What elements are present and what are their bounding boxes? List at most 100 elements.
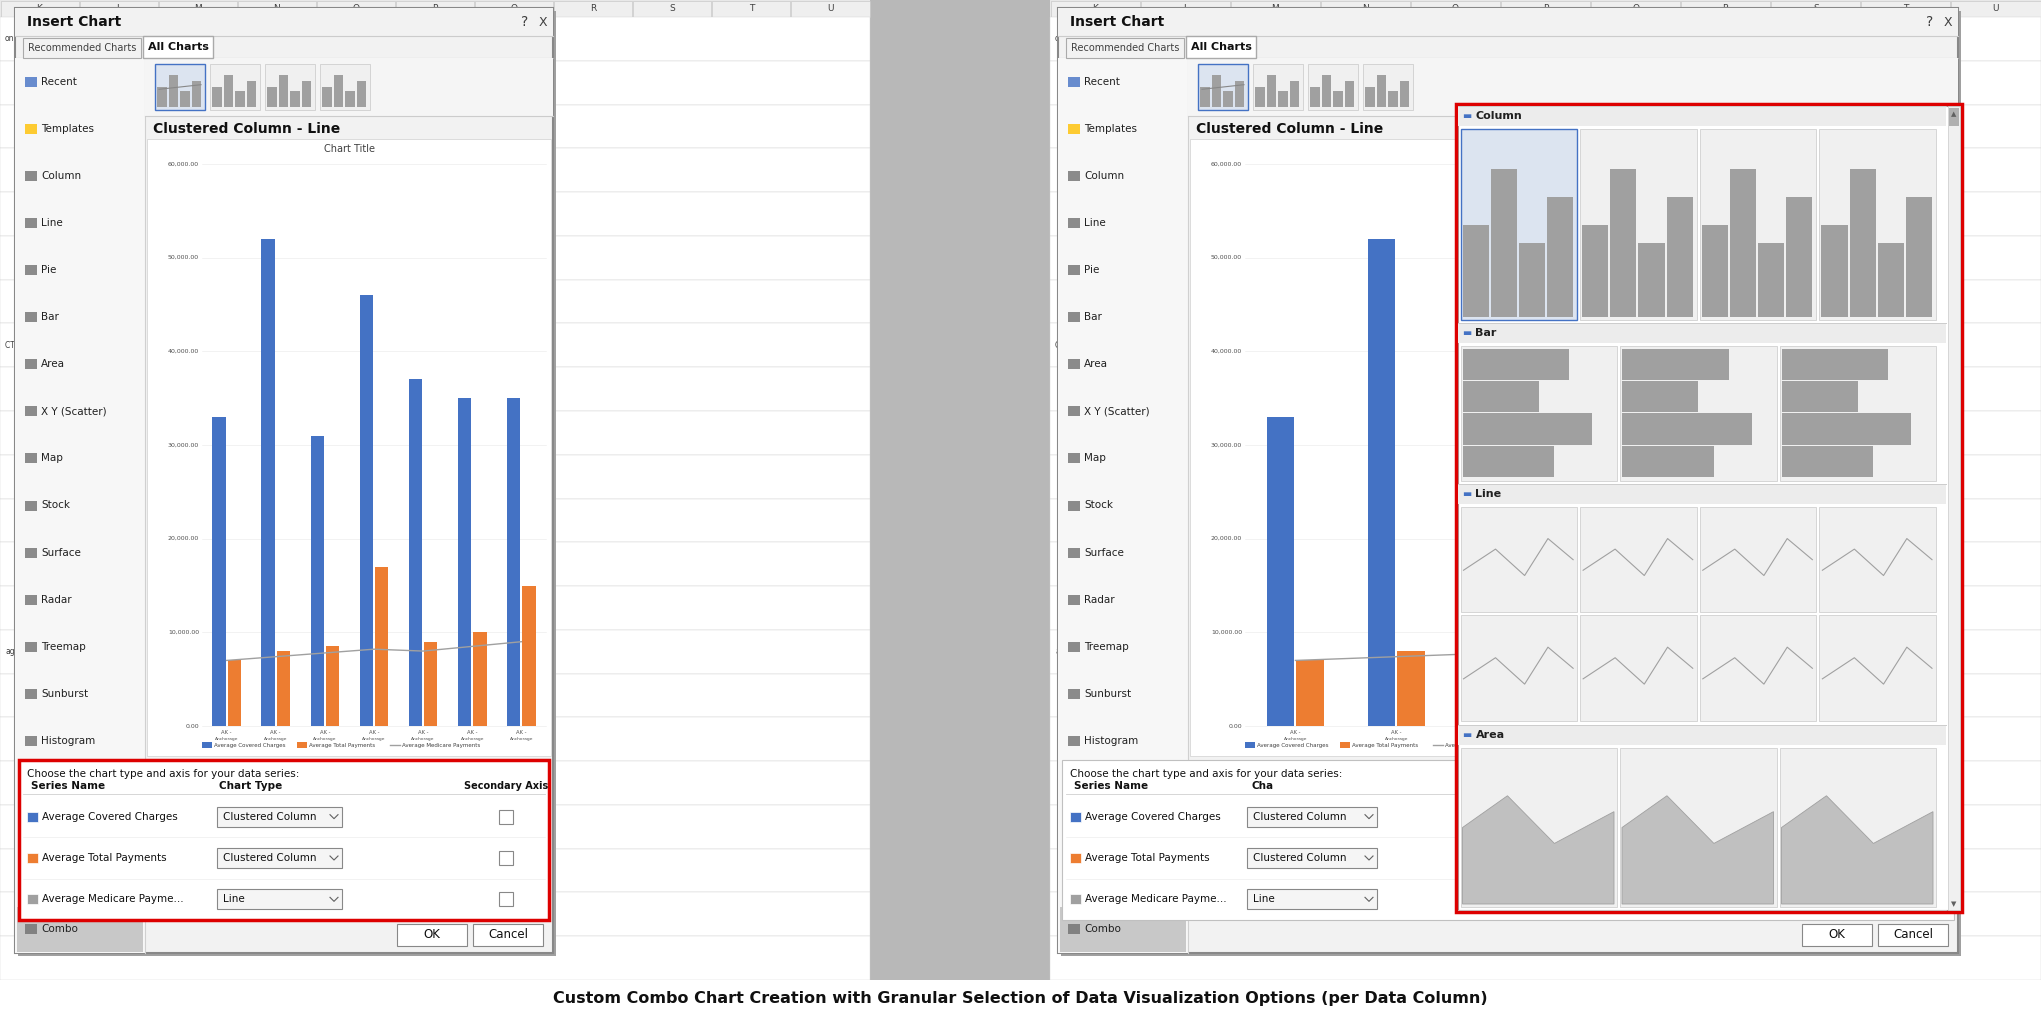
Bar <box>1255 87 1265 107</box>
Text: Area: Area <box>1084 359 1108 369</box>
Bar <box>1582 224 1608 317</box>
Text: Anchorage: Anchorage <box>1688 737 1710 741</box>
Bar <box>1461 748 1616 907</box>
Bar <box>1878 244 1904 317</box>
Bar <box>1223 91 1233 107</box>
Text: Bar: Bar <box>1084 312 1102 322</box>
Text: N: N <box>273 4 280 13</box>
Bar <box>1049 717 2041 761</box>
Bar <box>24 359 37 369</box>
Bar <box>143 36 212 58</box>
Bar <box>1067 312 1080 322</box>
Bar <box>1049 105 2041 149</box>
Bar <box>0 61 869 105</box>
Bar <box>1049 454 2041 498</box>
Bar <box>18 11 555 956</box>
Bar <box>24 595 37 604</box>
Text: X Y (Scatter): X Y (Scatter) <box>1084 407 1149 417</box>
Text: K: K <box>1092 4 1098 13</box>
Bar <box>1388 91 1398 107</box>
Text: Stock: Stock <box>41 500 69 511</box>
Bar <box>1067 218 1080 228</box>
Bar <box>1049 498 2041 542</box>
Text: M: M <box>1272 4 1280 13</box>
Text: Bar: Bar <box>1476 328 1496 338</box>
Text: L: L <box>116 4 120 13</box>
Bar <box>1049 761 2041 805</box>
Bar <box>210 64 259 110</box>
Bar <box>1878 924 1947 946</box>
Bar <box>1247 807 1378 826</box>
Bar <box>1672 379 1698 726</box>
Bar <box>22 38 141 58</box>
Text: Secondary Axis: Secondary Axis <box>463 781 549 791</box>
Text: Line: Line <box>1084 218 1106 228</box>
Bar <box>24 123 37 133</box>
Text: AK -: AK - <box>220 731 233 736</box>
Text: O: O <box>1451 4 1459 13</box>
Bar <box>1623 414 1751 444</box>
Text: Anchorage: Anchorage <box>461 737 484 741</box>
Text: Waterfall: Waterfall <box>41 830 88 841</box>
Bar <box>1463 224 1488 317</box>
Text: Funnel: Funnel <box>41 877 76 888</box>
Bar <box>1457 726 1945 745</box>
Text: Anchorage: Anchorage <box>1788 737 1812 741</box>
Bar <box>1461 346 1616 481</box>
Text: ▬: ▬ <box>1463 111 1472 121</box>
Text: 50,000.00: 50,000.00 <box>1210 255 1243 260</box>
Text: R: R <box>1723 4 1729 13</box>
Text: Recent: Recent <box>1084 76 1121 87</box>
Bar <box>159 0 237 16</box>
Text: T: T <box>1902 4 1908 13</box>
Bar <box>1937 810 1949 823</box>
Bar <box>1700 615 1816 721</box>
Text: Average Total Payments: Average Total Payments <box>308 743 376 748</box>
Bar <box>24 924 37 934</box>
Bar <box>1067 453 1080 464</box>
Text: All Charts: All Charts <box>1190 42 1251 52</box>
Bar <box>1667 197 1692 317</box>
Text: Anchorage: Anchorage <box>1284 737 1306 741</box>
Bar <box>1067 265 1080 275</box>
Text: Insert Chart: Insert Chart <box>1069 15 1163 29</box>
Bar <box>1049 630 2041 674</box>
Bar <box>1363 64 1412 110</box>
Text: Recommended Charts: Recommended Charts <box>1072 43 1180 53</box>
Text: AK -: AK - <box>271 731 282 736</box>
Text: ?: ? <box>1927 15 1933 29</box>
Bar <box>322 87 331 107</box>
Bar <box>1067 407 1080 417</box>
Bar <box>1057 8 1957 36</box>
Bar <box>1049 279 2041 323</box>
Bar <box>1623 445 1714 477</box>
Bar <box>1067 924 1080 934</box>
Bar <box>1198 64 1247 110</box>
Text: AK -: AK - <box>516 731 527 736</box>
Text: on: on <box>4 35 14 44</box>
Bar <box>1519 244 1545 317</box>
Bar <box>1639 244 1665 317</box>
Bar <box>24 736 37 746</box>
Bar <box>147 139 551 756</box>
Bar <box>1621 346 1776 481</box>
Text: Box & Whisker: Box & Whisker <box>41 784 116 793</box>
Bar <box>216 890 343 909</box>
Text: 0.00: 0.00 <box>186 723 200 729</box>
Bar <box>1290 81 1298 107</box>
Text: Chart Title: Chart Title <box>1547 144 1598 154</box>
Text: Anchorage: Anchorage <box>1586 737 1610 741</box>
Text: AK -: AK - <box>369 731 380 736</box>
Bar <box>1067 736 1080 746</box>
Bar <box>1457 106 1959 910</box>
Bar <box>1819 615 1937 721</box>
Bar <box>1212 75 1221 107</box>
Bar <box>1061 760 1953 920</box>
Bar <box>1457 106 1945 126</box>
Bar <box>212 417 227 726</box>
Bar <box>1049 367 2041 411</box>
Bar <box>0 454 869 498</box>
Text: Histogram: Histogram <box>41 736 96 746</box>
Bar <box>1067 171 1080 180</box>
Bar <box>145 58 553 116</box>
